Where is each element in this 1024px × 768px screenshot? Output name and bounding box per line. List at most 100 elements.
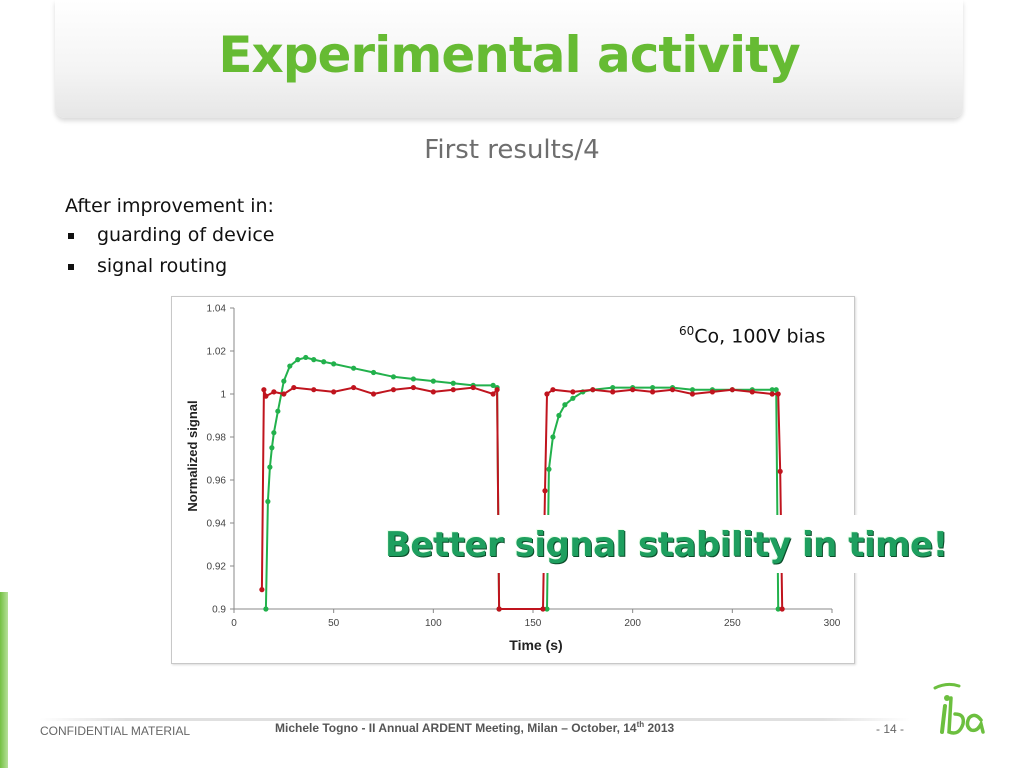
series-point [630, 387, 636, 393]
series-point [351, 365, 357, 371]
series-point [390, 374, 397, 380]
decorative-green-edge [0, 592, 8, 768]
series-point [550, 434, 556, 440]
series-point [331, 361, 337, 367]
annotation-text: Co, 100V bias [694, 325, 826, 348]
series-point [610, 389, 616, 395]
series-point [775, 391, 781, 397]
x-tick-label: 200 [624, 618, 641, 629]
series-point [562, 402, 568, 408]
signal-chart: 0 50 100 150 200 250 300 0.9 0.92 0.94 0.96 0.98 1 1.… [185, 304, 841, 654]
footer-credit-year: 2013 [644, 721, 675, 735]
series-point [430, 389, 436, 395]
x-tick-label: 300 [824, 618, 841, 629]
series-point [650, 389, 656, 395]
chart-ticks: 0 50 100 150 200 250 300 0.9 0.92 0.94 0.96 0.98 1 1.… [207, 304, 841, 630]
series-point [496, 606, 502, 612]
series-point [269, 445, 275, 451]
x-axis-label: Time (s) [509, 637, 562, 653]
footer-confidential: CONFIDENTIAL MATERIAL [40, 724, 191, 738]
series-point [689, 387, 696, 393]
series-point [546, 466, 552, 472]
bullet-text: signal routing [97, 255, 228, 277]
series-point [450, 380, 456, 386]
slide-subtitle: First results/4 [424, 135, 600, 165]
intro-text: After improvement in: [65, 195, 274, 217]
x-tick-label: 100 [425, 618, 442, 629]
series-group [259, 384, 785, 612]
footer-credit-text: Michele Togno - II Annual ARDENT Meeting… [275, 721, 637, 735]
y-tick-label: 0.96 [207, 476, 227, 487]
y-tick-label: 0.9 [212, 605, 226, 616]
y-tick-label: 1 [220, 390, 226, 401]
page-title: Experimental activity [218, 26, 800, 84]
bullet-marker-icon [68, 264, 74, 270]
bullet-text: guarding of device [97, 224, 275, 246]
y-tick-label: 0.94 [207, 519, 227, 530]
series-point [773, 387, 779, 393]
series-point [267, 464, 273, 470]
footer-credit-sup: th [636, 720, 645, 729]
bullet-item: guarding of device [65, 224, 274, 255]
x-tick-label: 250 [724, 618, 741, 629]
series-point [590, 387, 596, 393]
x-tick-label: 150 [525, 618, 542, 629]
footer-credit: Michele Togno - II Annual ARDENT Meeting… [275, 720, 674, 735]
series-point [295, 357, 301, 363]
series-point [265, 498, 271, 505]
series-point [430, 378, 436, 384]
series-point [669, 387, 676, 393]
series-point [321, 359, 327, 365]
series-point [275, 408, 281, 414]
series-point [550, 387, 556, 393]
series-point [556, 412, 562, 419]
bullet-marker-icon [68, 233, 74, 239]
y-tick-label: 1.02 [207, 347, 227, 358]
series-point [370, 391, 377, 397]
series-point [544, 606, 550, 612]
series-point [263, 606, 269, 612]
series-point [650, 384, 656, 391]
series-point [281, 391, 287, 397]
series-point [291, 384, 297, 391]
series-point [777, 468, 783, 474]
series-point [570, 395, 576, 401]
x-tick-label: 50 [328, 618, 340, 629]
series-point [281, 378, 287, 384]
series-point [769, 391, 775, 397]
series-point [775, 606, 781, 612]
series-point [370, 369, 377, 376]
series-point [779, 606, 785, 612]
callout-background [375, 515, 940, 573]
page-number: - 14 - [876, 722, 905, 736]
y-tick-label: 1.04 [207, 304, 227, 315]
series-point [261, 387, 267, 393]
series-point [311, 387, 317, 393]
isotope-superscript: 60 [679, 324, 695, 338]
series-point [490, 382, 496, 388]
series-point [470, 384, 476, 391]
series-point [570, 389, 576, 395]
footer-divider [40, 718, 910, 721]
series-point [729, 387, 735, 393]
series-point [542, 488, 548, 494]
series-point [351, 384, 357, 391]
bullet-item: signal routing [65, 255, 274, 286]
title-bar: Experimental activity [55, 0, 963, 118]
series-point [540, 606, 546, 612]
series-point [450, 387, 456, 393]
series-point [610, 384, 616, 391]
series-point [287, 363, 293, 369]
iba-logo [933, 682, 985, 735]
series-point [263, 393, 269, 399]
series-point [259, 587, 265, 593]
y-axis-label: Normalized signal [185, 400, 200, 511]
callout-text: Better signal stability in time! [385, 525, 948, 565]
series-point [709, 389, 716, 395]
series-point [331, 389, 337, 395]
series-point [689, 391, 696, 397]
series-point [271, 430, 277, 436]
series-point [544, 391, 550, 397]
series-point [490, 391, 496, 397]
series-group [263, 354, 781, 612]
